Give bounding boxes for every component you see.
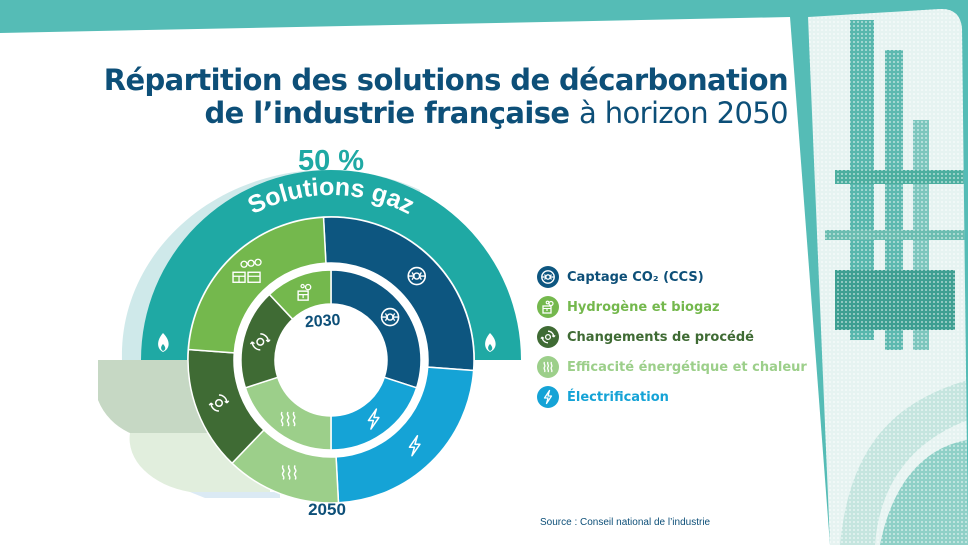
lightning-icon [408, 434, 421, 457]
hydrogen-box-icon [297, 283, 312, 301]
legend-item-process: Changements de procédé [537, 322, 807, 352]
ccs-icon [537, 266, 559, 288]
legend-item-hydrogen: Hydrogène et biogaz [537, 292, 807, 322]
legend-label: Hydrogène et biogaz [567, 299, 720, 315]
heat-waves-icon [281, 465, 297, 480]
gas-background-lower-3 [190, 492, 280, 498]
source-note: Source : Conseil national de l’industrie [540, 517, 711, 528]
ring-2050-label: 2050 [308, 500, 346, 519]
ccs-icon [407, 266, 427, 286]
gas-share-label: 50 % [298, 145, 364, 177]
ring-2030 [240, 269, 422, 451]
hydrogen-molecules-icon [232, 258, 262, 283]
legend-item-electrification: Électrification [537, 382, 807, 412]
heat-waves-icon [280, 411, 296, 427]
title-line-2: de l’industrie française à horizon 2050 [60, 97, 788, 130]
gas-arc-band [141, 170, 521, 360]
industrial-photo [808, 8, 968, 545]
process-cycle-icon [249, 333, 271, 351]
process-cycle-icon [537, 326, 559, 348]
title-line-1: Répartition des solutions de décarbonati… [103, 63, 789, 97]
ccs-icon [380, 307, 400, 327]
legend-item-ccs: Captage CO₂ (CCS) [537, 262, 807, 292]
legend: Captage CO₂ (CCS) Hydrogène et biogaz Ch… [537, 262, 807, 412]
flame-icon [158, 333, 169, 352]
flame-icon [485, 333, 496, 352]
process-cycle-icon [208, 394, 230, 412]
hydrogen-box-icon [537, 296, 559, 318]
lightning-icon [367, 408, 380, 430]
lightning-icon [537, 386, 559, 408]
ring-2030-label: 2030 [304, 312, 341, 331]
heat-waves-icon [537, 356, 559, 378]
legend-label: Efficacité énergétique et chaleur [567, 359, 807, 375]
legend-item-efficiency: Efficacité énergétique et chaleur [537, 352, 807, 382]
legend-label: Électrification [567, 389, 669, 405]
donut-chart: 50 % Solutions gaz 2030 2050 [98, 145, 521, 519]
legend-label: Changements de procédé [567, 329, 754, 345]
title-line-2-bold: de l’industrie française [204, 96, 570, 130]
legend-label: Captage CO₂ (CCS) [567, 269, 704, 285]
page-title: Répartition des solutions de décarbonati… [60, 63, 789, 130]
title-line-2-light: à horizon 2050 [578, 96, 789, 130]
